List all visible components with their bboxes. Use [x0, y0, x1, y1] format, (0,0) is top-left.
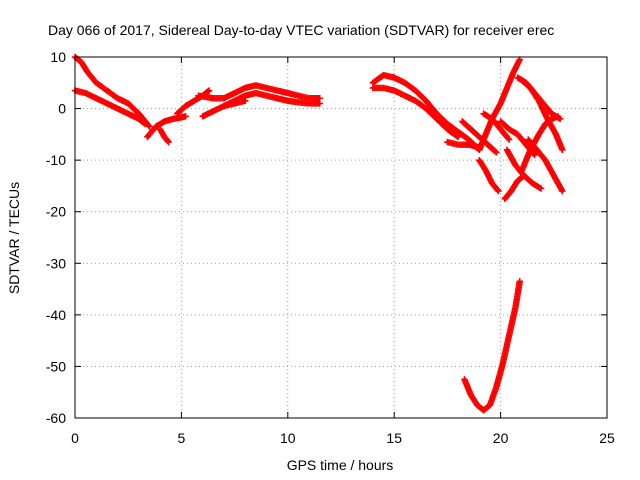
- y-tick-label: -10: [46, 152, 66, 168]
- x-tick-label: 10: [280, 430, 296, 446]
- sdtvar-chart: Day 066 of 2017, Sidereal Day-to-day VTE…: [0, 0, 640, 480]
- x-tick-label: 20: [493, 430, 509, 446]
- x-axis-title: GPS time / hours: [287, 457, 394, 473]
- y-tick-label: -50: [46, 358, 66, 374]
- x-tick-label: 5: [178, 430, 186, 446]
- x-tick-label: 0: [71, 430, 79, 446]
- y-tick-label: 10: [50, 49, 66, 65]
- chart-background: [0, 0, 640, 480]
- y-tick-label: 0: [58, 101, 66, 117]
- y-axis-title: SDTVAR / TECUs: [6, 182, 22, 294]
- y-tick-label: -40: [46, 307, 66, 323]
- y-tick-label: -60: [46, 410, 66, 426]
- y-tick-label: -30: [46, 255, 66, 271]
- y-tick-label: -20: [46, 204, 66, 220]
- x-tick-label: 15: [386, 430, 402, 446]
- x-tick-label: 25: [599, 430, 615, 446]
- chart-title: Day 066 of 2017, Sidereal Day-to-day VTE…: [48, 22, 554, 38]
